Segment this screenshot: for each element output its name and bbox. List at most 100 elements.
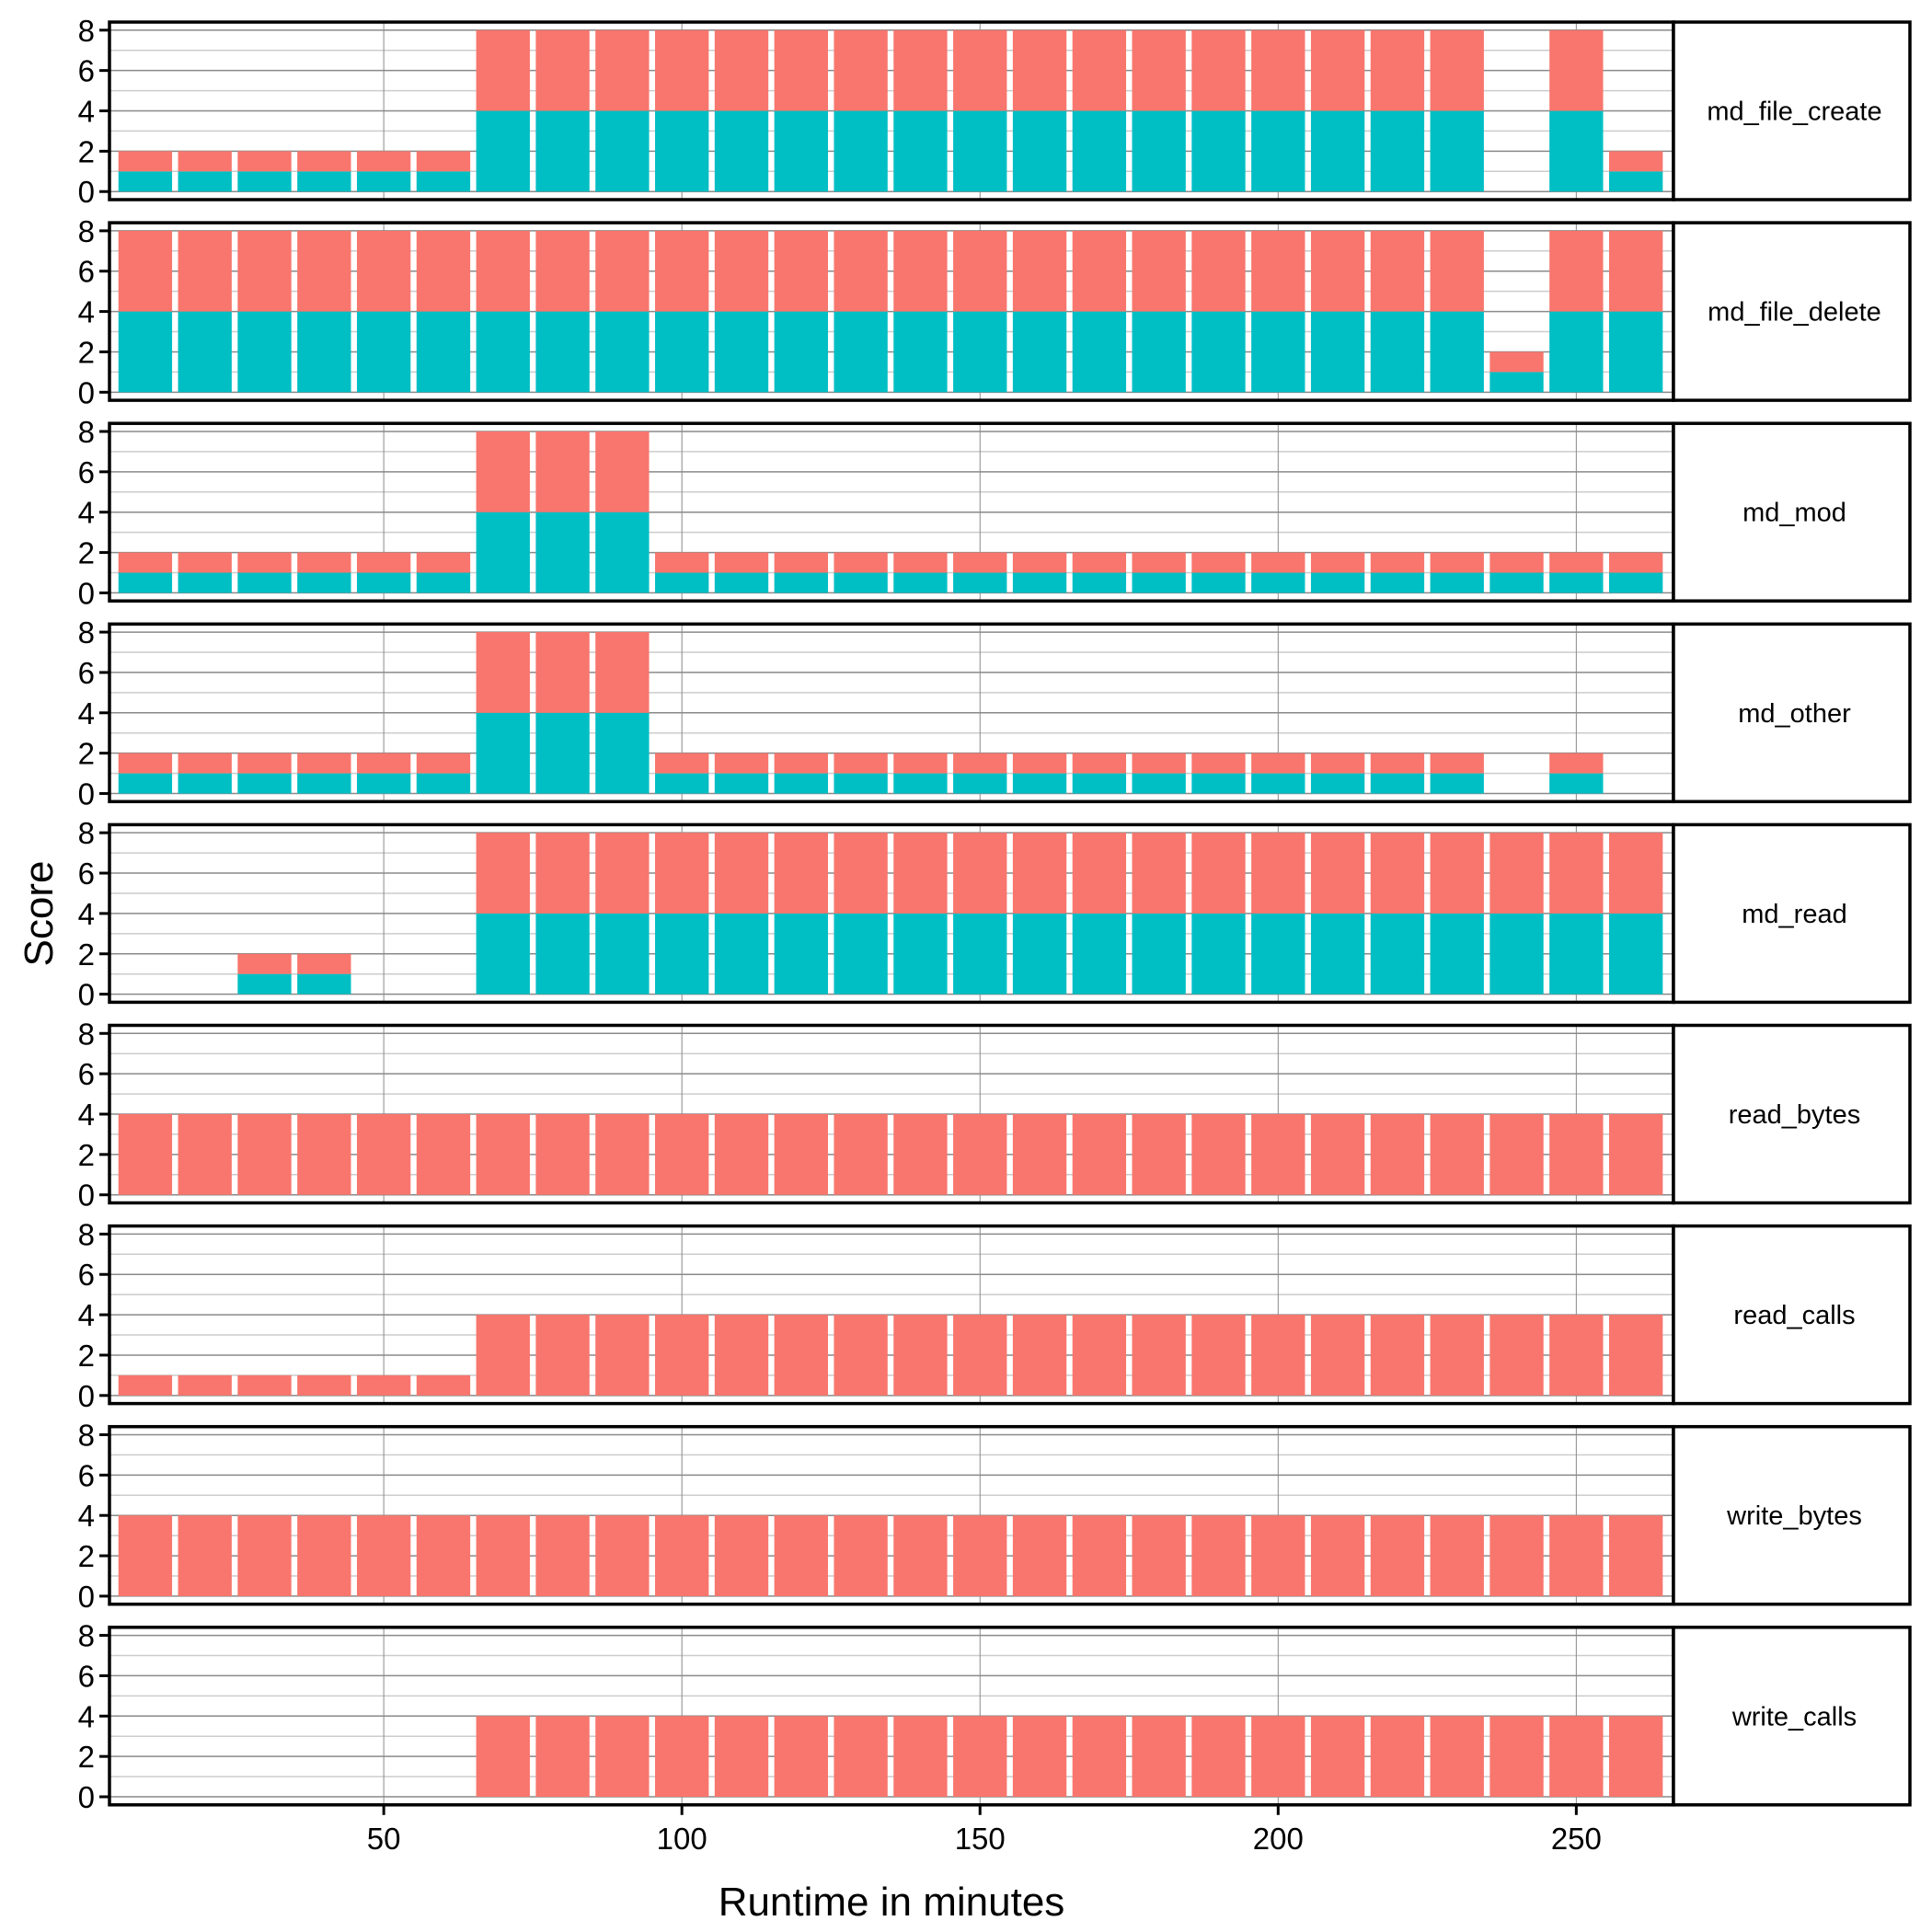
facet-strip [1672,421,1912,603]
bar-read_calls-190-salmon [1191,1315,1246,1396]
bar-md_file_create-120-salmon [774,29,828,111]
bar-md_mod-110-teal [714,572,769,593]
y-tick-label: 2 [78,1339,95,1373]
bar-md_file_create-160-teal [1012,110,1067,192]
bar-write_calls-110-salmon [714,1716,769,1798]
bar-md_file_delete-50-salmon [356,230,411,312]
bar-md_read-140-teal [893,913,948,995]
bar-read_calls-150-salmon [953,1315,1007,1396]
bar-md_other-150-salmon [953,753,1007,774]
bar-md_other-200-teal [1251,773,1305,794]
bar-read_calls-240-salmon [1489,1315,1544,1396]
bar-md_file_delete-10-salmon [118,230,173,312]
bar-md_file_delete-130-teal [834,311,888,393]
bar-write_calls-170-salmon [1072,1716,1127,1798]
bar-md_file_create-30-salmon [237,151,292,172]
bar-md_file_delete-140-salmon [893,230,948,312]
y-tick-label: 8 [78,816,95,850]
bar-md_read-260-salmon [1609,833,1663,914]
bar-md_file_delete-140-teal [893,311,948,393]
y-tick-label: 0 [78,576,95,610]
y-tick-label: 6 [78,255,95,289]
bar-md_other-90-salmon [595,632,650,713]
bar-md_mod-120-salmon [774,552,828,573]
bar-write_bytes-130-salmon [834,1515,888,1596]
bar-md_mod-160-salmon [1012,552,1067,573]
bar-md_file_create-200-teal [1251,110,1305,192]
bar-md_other-110-teal [714,773,769,794]
bar-read_calls-200-salmon [1251,1315,1305,1396]
y-tick-label: 0 [78,777,95,811]
bar-read_bytes-20-salmon [178,1114,232,1195]
bar-md_read-170-salmon [1072,833,1127,914]
bar-md_file_delete-120-salmon [774,230,828,312]
bar-write_bytes-80-salmon [535,1515,590,1596]
bar-md_file_create-60-salmon [416,151,471,172]
bar-md_file_delete-160-teal [1012,311,1067,393]
x-tick-label: 50 [367,1822,401,1856]
bar-md_file_create-100-teal [655,110,709,192]
facet-strip [1672,221,1912,402]
bar-md_file_create-50-teal [356,171,411,192]
bar-read_calls-210-salmon [1310,1315,1365,1396]
bar-md_read-190-salmon [1191,833,1246,914]
bar-read_bytes-90-salmon [595,1114,650,1195]
bar-write_bytes-220-salmon [1370,1515,1425,1596]
bar-md_file_delete-240-salmon [1489,351,1544,373]
facet-panel-md_mod: 0 2 4 6 8 md_mod [78,415,1912,610]
bar-read_bytes-80-salmon [535,1114,590,1195]
bar-md_mod-20-salmon [178,552,232,573]
bar-read_calls-20-salmon [178,1374,232,1396]
bar-md_file_create-120-teal [774,110,828,192]
bar-md_file_create-170-teal [1072,110,1127,192]
y-tick-label: 4 [78,897,95,931]
y-tick-label: 2 [78,335,95,369]
bar-write_calls-240-salmon [1489,1716,1544,1798]
bar-md_other-130-salmon [834,753,888,774]
bar-write_bytes-200-salmon [1251,1515,1305,1596]
bar-md_other-210-teal [1310,773,1365,794]
bar-write_calls-70-salmon [476,1716,530,1798]
bar-md_other-120-salmon [774,753,828,774]
bar-write_bytes-30-salmon [237,1515,292,1596]
facet-strip [1672,1424,1912,1606]
bar-md_mod-230-salmon [1430,552,1484,573]
bar-md_mod-180-teal [1132,572,1186,593]
y-tick-label: 4 [78,1298,95,1332]
bar-read_bytes-130-salmon [834,1114,888,1195]
bar-md_mod-240-teal [1489,572,1544,593]
bar-read_bytes-160-salmon [1012,1114,1067,1195]
bar-md_file_delete-90-salmon [595,230,650,312]
bar-md_mod-30-salmon [237,552,292,573]
bar-md_other-30-teal [237,773,292,794]
y-tick-label: 4 [78,1098,95,1132]
bar-md_mod-260-teal [1609,572,1663,593]
bar-md_other-220-salmon [1370,753,1425,774]
bar-read_bytes-220-salmon [1370,1114,1425,1195]
bar-md_file_create-110-teal [714,110,769,192]
bar-read_calls-140-salmon [893,1315,948,1396]
y-tick-label: 8 [78,1217,95,1251]
bar-md_other-220-teal [1370,773,1425,794]
bar-md_file_delete-170-teal [1072,311,1127,393]
bar-md_file_delete-180-teal [1132,311,1186,393]
bar-write_bytes-230-salmon [1430,1515,1484,1596]
facet-panels: 0 2 4 6 8 md_file_create 0 2 4 6 8 md_file_delete 0 2… [78,14,1912,1814]
y-tick-label: 4 [78,696,95,730]
bar-md_other-250-salmon [1549,753,1604,774]
bar-md_other-20-salmon [178,753,232,774]
x-tick-label: 100 [657,1822,707,1856]
bar-md_read-70-teal [476,913,530,995]
bar-md_file_delete-70-salmon [476,230,530,312]
y-tick-label: 6 [78,1258,95,1292]
bar-md_file_delete-220-teal [1370,311,1425,393]
bar-md_other-50-salmon [356,753,411,774]
bar-md_read-120-salmon [774,833,828,914]
y-tick-label: 6 [78,656,95,690]
bar-read_calls-180-salmon [1132,1315,1186,1396]
bar-md_other-10-teal [118,773,173,794]
bar-md_read-260-teal [1609,913,1663,995]
bar-md_mod-220-salmon [1370,552,1425,573]
bar-md_mod-200-teal [1251,572,1305,593]
bar-write_bytes-110-salmon [714,1515,769,1596]
